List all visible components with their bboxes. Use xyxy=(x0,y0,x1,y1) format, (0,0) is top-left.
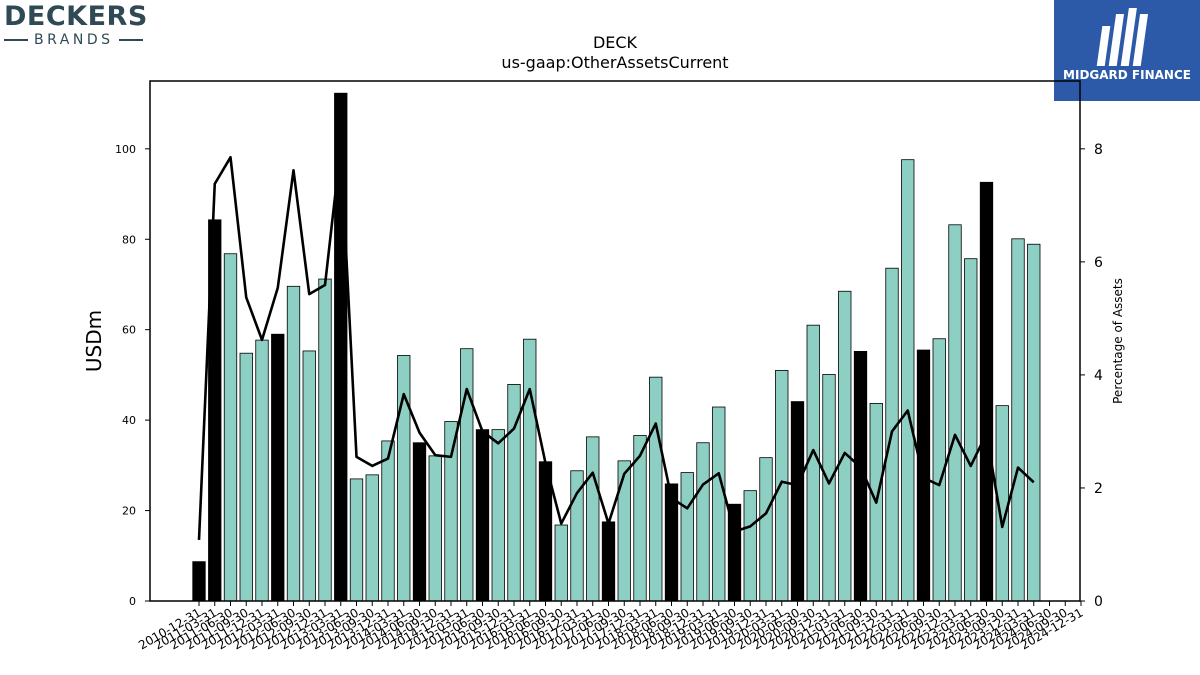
bar-32 xyxy=(696,442,710,602)
bar-52 xyxy=(1011,238,1025,602)
bar-11 xyxy=(365,474,379,602)
y-tick-label-40: 40 xyxy=(122,414,136,427)
bar-36 xyxy=(759,457,773,602)
midgard-logo-icon xyxy=(1096,8,1149,66)
bar-18 xyxy=(475,429,490,602)
bar-49 xyxy=(964,258,978,602)
bar-33 xyxy=(712,406,726,602)
y-tick-label-0: 0 xyxy=(129,595,136,608)
bar-8 xyxy=(318,278,332,602)
bar-31 xyxy=(680,472,694,602)
brand-name: DECKERS xyxy=(4,1,148,32)
y2-tick-label-2: 2 xyxy=(1094,481,1103,497)
y2-tick-label-4: 4 xyxy=(1094,368,1103,384)
y-tick-label-60: 60 xyxy=(122,324,136,337)
bar-39 xyxy=(806,324,820,602)
y2-tick-label-8: 8 xyxy=(1094,142,1103,158)
bar-41 xyxy=(838,290,852,602)
deckers-brands-logo: DECKERS BRANDS xyxy=(4,2,164,48)
y2-axis-label: Percentage of Assets xyxy=(1111,278,1125,404)
axes-layer: 020406080100024682010-12-312011-03-31201… xyxy=(82,80,1125,652)
bar-40 xyxy=(822,374,836,602)
midgard-logo-text: MIDGARD FINANCE xyxy=(1063,68,1191,82)
bar-17 xyxy=(460,348,474,602)
bar-24 xyxy=(570,470,584,602)
bar-16 xyxy=(444,421,458,602)
y2-tick-label-6: 6 xyxy=(1094,255,1103,271)
y-axis-label: USDm xyxy=(82,310,106,372)
bar-21 xyxy=(523,338,537,602)
chart-title-line2: us-gaap:OtherAssetsCurrent xyxy=(501,53,729,72)
bar-38 xyxy=(790,401,805,602)
bar-26 xyxy=(601,521,616,602)
bar-48 xyxy=(948,224,962,602)
bar-19 xyxy=(491,429,505,602)
bar-29 xyxy=(649,376,663,602)
y-tick-label-80: 80 xyxy=(122,233,136,246)
bar-7 xyxy=(302,350,316,602)
bar-0 xyxy=(192,561,206,602)
bar-45 xyxy=(901,159,915,602)
y-tick-label-100: 100 xyxy=(115,143,136,156)
bar-23 xyxy=(554,524,568,602)
plot-frame xyxy=(149,80,1081,602)
bar-53 xyxy=(1027,243,1041,602)
bar-50 xyxy=(979,181,994,602)
bar-35 xyxy=(743,490,757,602)
brand-sub: BRANDS xyxy=(4,32,164,48)
bars-layer xyxy=(192,92,1041,602)
brand-rule-left xyxy=(4,39,28,41)
bar-15 xyxy=(428,455,442,602)
brand-rule-right xyxy=(119,39,144,41)
bar-13 xyxy=(397,355,411,602)
bar-14 xyxy=(412,442,427,602)
bar-5 xyxy=(271,333,285,602)
bar-10 xyxy=(349,478,364,602)
bar-6 xyxy=(286,285,301,602)
bar-2 xyxy=(223,253,238,602)
bar-4 xyxy=(255,339,269,602)
bar-27 xyxy=(617,460,631,602)
bar-3 xyxy=(239,352,253,602)
percentage-line xyxy=(197,144,1035,541)
bar-25 xyxy=(586,436,600,602)
bar-12 xyxy=(381,440,395,602)
y2-tick-label-0: 0 xyxy=(1094,594,1103,610)
midgard-finance-logo: MIDGARD FINANCE xyxy=(1054,0,1200,101)
chart-title-line1: DECK xyxy=(592,33,638,52)
bar-37 xyxy=(775,369,789,602)
line-layer xyxy=(197,144,1035,541)
brand-subtitle: BRANDS xyxy=(34,32,114,48)
y-tick-label-20: 20 xyxy=(122,505,136,518)
